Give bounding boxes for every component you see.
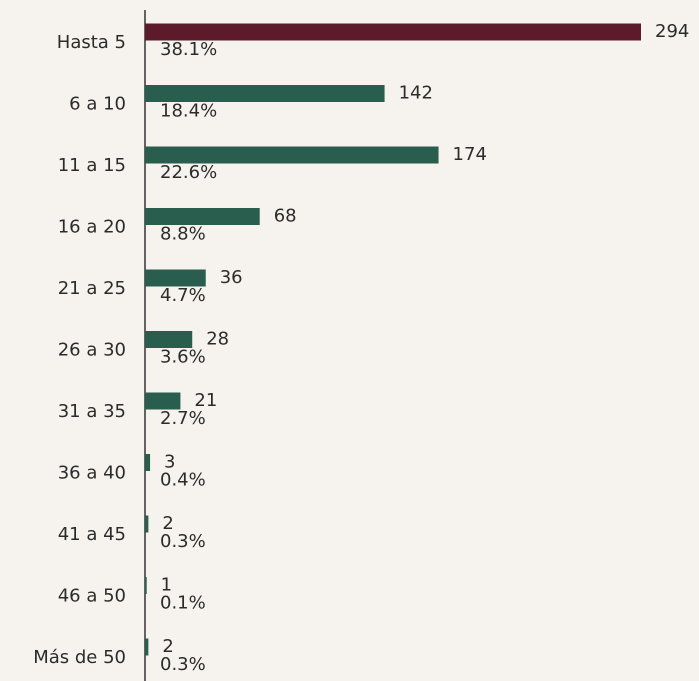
category-label: 26 a 30 — [58, 340, 126, 361]
value-label: 36 — [220, 267, 243, 288]
percent-label: 8.8% — [160, 224, 206, 245]
bar — [145, 85, 385, 102]
value-label: 2 — [162, 513, 173, 534]
percent-label: 2.7% — [160, 408, 206, 429]
category-label: 11 a 15 — [58, 155, 126, 176]
value-label: 294 — [655, 21, 689, 42]
value-label: 1 — [161, 575, 172, 596]
bar — [145, 208, 260, 225]
bar — [145, 638, 149, 656]
value-label: 3 — [164, 452, 175, 473]
bar — [145, 331, 193, 348]
value-label: 21 — [194, 390, 217, 411]
value-label: 142 — [399, 83, 433, 104]
percent-label: 0.4% — [160, 470, 206, 491]
percent-label: 3.6% — [160, 347, 206, 368]
bar — [145, 23, 641, 41]
value-label: 174 — [453, 144, 487, 165]
bar — [145, 515, 149, 533]
category-label: 41 a 45 — [58, 524, 126, 545]
category-label: Más de 50 — [33, 647, 126, 668]
category-label: Hasta 5 — [57, 32, 126, 53]
category-label: 6 a 10 — [69, 94, 126, 115]
percent-label: 0.3% — [160, 531, 206, 552]
bar — [145, 269, 206, 287]
value-label: 2 — [162, 636, 173, 657]
bar — [145, 392, 181, 410]
bar — [145, 577, 147, 594]
bar — [145, 146, 439, 164]
category-label: 16 a 20 — [58, 217, 126, 238]
category-label: 36 a 40 — [58, 463, 126, 484]
category-label: 31 a 35 — [58, 401, 126, 422]
percent-label: 22.6% — [160, 162, 217, 183]
value-label: 68 — [274, 206, 297, 227]
bar — [145, 454, 151, 471]
category-label: 21 a 25 — [58, 278, 126, 299]
percent-label: 38.1% — [160, 39, 217, 60]
percent-label: 4.7% — [160, 285, 206, 306]
percent-label: 0.1% — [160, 593, 206, 614]
percent-label: 18.4% — [160, 101, 217, 122]
value-label: 28 — [206, 329, 229, 350]
percent-label: 0.3% — [160, 654, 206, 675]
category-label: 46 a 50 — [58, 586, 126, 607]
